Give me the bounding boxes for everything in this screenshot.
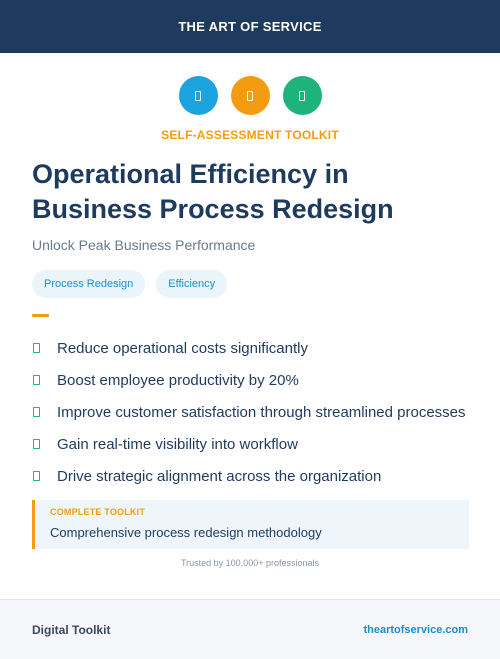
check-icon	[33, 375, 40, 385]
footer: Digital Toolkit theartofservice.com	[0, 599, 500, 659]
website-link[interactable]: theartofservice.com	[363, 623, 468, 636]
list-item: Boost employee productivity by 20%	[32, 364, 482, 396]
benefit-text: Reduce operational costs significantly	[57, 339, 308, 357]
document-icon	[282, 76, 322, 115]
tag-list: Process Redesign Efficiency	[32, 270, 228, 298]
benefit-text: Improve customer satisfaction through st…	[57, 403, 466, 421]
list-item: Reduce operational costs significantly	[32, 332, 482, 364]
toolkit-callout: COMPLETE TOOLKIT Comprehensive process r…	[32, 500, 469, 549]
tag-efficiency[interactable]: Efficiency	[156, 270, 228, 298]
footer-label: Digital Toolkit	[32, 622, 111, 637]
list-item: Gain real-time visibility into workflow	[32, 428, 482, 460]
kicker-label: SELF-ASSESSMENT TOOLKIT	[161, 128, 339, 142]
page-title: Operational Efficiency in Business Proce…	[32, 159, 394, 224]
check-icon	[33, 343, 40, 353]
benefit-text: Gain real-time visibility into workflow	[57, 435, 298, 453]
benefit-text: Boost employee productivity by 20%	[57, 371, 299, 389]
benefit-text: Drive strategic alignment across the org…	[57, 467, 382, 485]
callout-label: COMPLETE TOOLKIT	[50, 507, 146, 517]
top-banner: THE ART OF SERVICE	[0, 0, 500, 53]
document-icon	[230, 76, 270, 115]
callout-text: Comprehensive process redesign methodolo…	[50, 525, 322, 540]
icon-row	[0, 76, 500, 115]
document-icon	[178, 76, 218, 115]
list-item: Drive strategic alignment across the org…	[32, 460, 482, 492]
accent-divider	[32, 314, 49, 317]
check-icon	[33, 471, 40, 481]
tag-process-redesign[interactable]: Process Redesign	[32, 270, 146, 298]
list-item: Improve customer satisfaction through st…	[32, 396, 482, 428]
check-icon	[33, 407, 40, 417]
trusted-note: Trusted by 100,000+ professionals	[180, 558, 319, 568]
brand-name: THE ART OF SERVICE	[178, 19, 322, 34]
page-subtitle: Unlock Peak Business Performance	[32, 237, 256, 253]
benefit-list: Reduce operational costs significantly B…	[32, 332, 482, 492]
check-icon	[33, 439, 40, 449]
